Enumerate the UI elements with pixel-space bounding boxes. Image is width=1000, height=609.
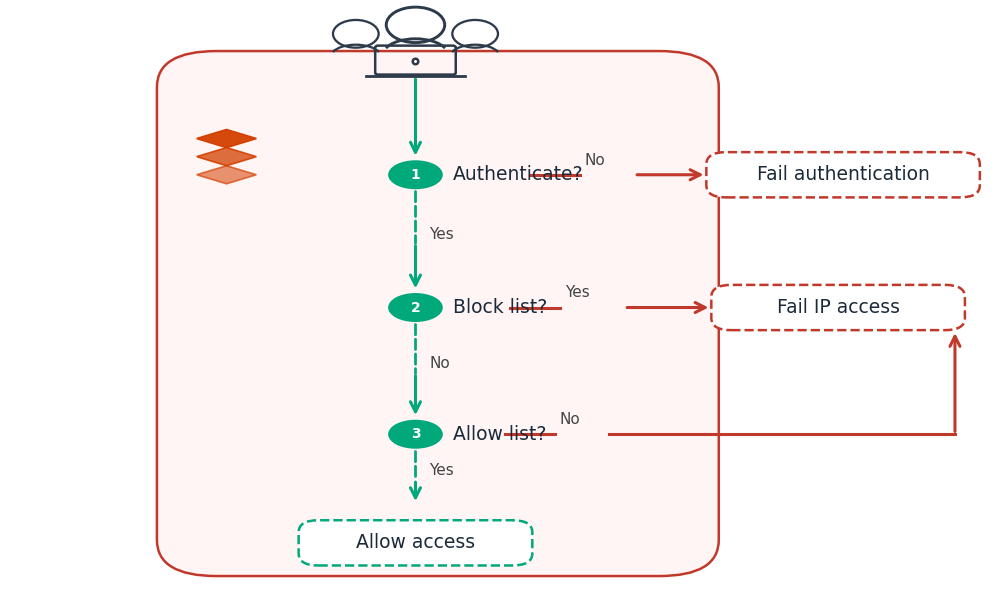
Ellipse shape [388,160,443,189]
Text: 1: 1 [411,167,420,181]
Text: 2: 2 [411,300,420,314]
Text: Allow list?: Allow list? [453,424,547,444]
Polygon shape [197,130,256,147]
Text: No: No [585,152,605,167]
Text: Fail IP access: Fail IP access [777,298,900,317]
FancyBboxPatch shape [299,520,532,566]
Text: Fail authentication: Fail authentication [757,165,930,185]
FancyBboxPatch shape [706,152,980,197]
Text: Yes: Yes [429,463,454,478]
Ellipse shape [388,293,443,322]
FancyBboxPatch shape [711,285,965,330]
Text: Yes: Yes [429,227,454,242]
Text: 3: 3 [411,428,420,442]
Text: No: No [560,412,580,427]
Polygon shape [197,166,256,184]
Polygon shape [197,147,256,166]
Text: Yes: Yes [565,285,589,300]
Text: Block list?: Block list? [453,298,548,317]
FancyBboxPatch shape [157,51,719,576]
Text: No: No [429,356,450,371]
Ellipse shape [388,420,443,449]
Text: Allow access: Allow access [356,533,475,552]
Text: Authenticate?: Authenticate? [453,165,584,185]
